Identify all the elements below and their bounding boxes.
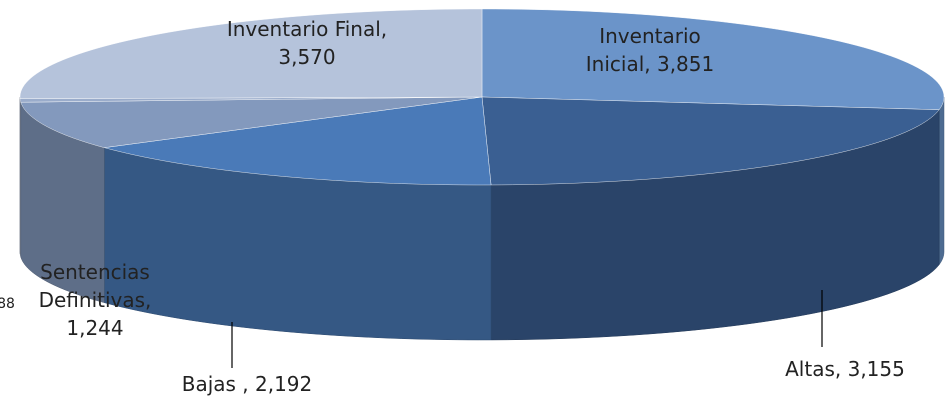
data-label: Sentencias Definitivas, 1,244 [38,260,152,340]
slice-side [938,96,945,266]
data-label: Bajas , 2,192 [181,372,313,396]
data-label: 88 [0,296,15,312]
slice [20,96,483,148]
slice [481,8,945,110]
data-label: Inventario Inicial, 3,851 [585,24,715,76]
slice [104,96,492,186]
data-label: Inventario Final, 3,570 [226,17,388,69]
slice [481,96,940,186]
slice [19,8,483,99]
data-label: Altas, 3,155 [785,357,905,381]
slice [19,96,483,103]
